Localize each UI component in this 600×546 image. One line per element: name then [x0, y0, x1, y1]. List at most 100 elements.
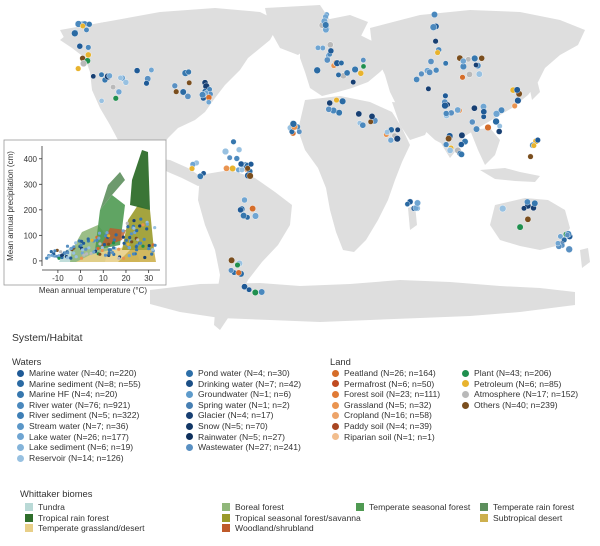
legend-item: Glacier (N=4; n=17) [186, 410, 301, 421]
biome-legend-col3: Temperate seasonal forest [356, 502, 470, 513]
map-sample-point [229, 165, 237, 172]
inset-sample-point [72, 251, 76, 255]
map-sample-point [527, 153, 534, 160]
inset-sample-point [114, 233, 118, 237]
legend-label: Tundra [38, 502, 65, 512]
map-sample-point [196, 172, 204, 180]
map-sample-point [432, 38, 439, 45]
map-sample-point [368, 113, 376, 120]
inset-sample-point [135, 229, 139, 233]
map-sample-point [355, 110, 363, 118]
map-sample-point [442, 92, 449, 99]
legend-item: Spring water (N=1; n=2) [186, 400, 301, 411]
inset-sample-point [134, 245, 138, 249]
africa-landmass [298, 96, 410, 252]
land-title: Land [330, 356, 351, 367]
map-sample-point [75, 65, 82, 72]
inset-sample-point [139, 217, 143, 221]
legend-marker [462, 390, 469, 398]
legend-marker [17, 422, 24, 430]
inset-sample-point [141, 223, 145, 227]
inset-sample-point [81, 248, 85, 252]
inset-sample-point [145, 222, 149, 226]
legend-label: Tropical seasonal forest/savanna [235, 512, 361, 523]
inset-sample-point [130, 240, 134, 244]
inset-sample-point [74, 241, 78, 245]
map-sample-point [454, 106, 462, 114]
legend-label: Rainwater (N=5; n=27) [198, 431, 285, 442]
map-sample-point [249, 205, 257, 213]
inset-sample-point [129, 232, 133, 236]
legend-marker [186, 422, 193, 430]
inset-sample-point [98, 252, 102, 256]
inset-sample-point [90, 238, 94, 242]
legend-marker [332, 380, 339, 388]
legend-item: Snow (N=5; n=70) [186, 421, 301, 432]
map-sample-point [555, 240, 561, 247]
map-sample-point [531, 199, 539, 207]
legend-swatch [480, 503, 488, 512]
map-sample-point [237, 206, 244, 214]
map-sample-point [85, 51, 92, 59]
legend-swatch [222, 503, 230, 512]
inset-sample-point [80, 239, 84, 243]
map-sample-point [351, 65, 359, 73]
legend-marker [186, 433, 193, 441]
inset-sample-point [127, 254, 131, 258]
map-sample-point [496, 128, 503, 135]
biome-legend-col4: Temperate rain forest Subtropical desert [480, 502, 574, 523]
land-legend: Peatland (N=26; n=164) Permafrost (N=6; n… [332, 368, 440, 442]
map-sample-point [98, 71, 105, 78]
legend-label: Boreal forest [235, 502, 284, 512]
uk-landmass [306, 50, 316, 66]
inset-sample-point [112, 246, 116, 250]
inset-sample-point [65, 256, 69, 260]
map-sample-point [80, 60, 88, 68]
map-sample-point [221, 147, 229, 155]
inset-sample-point [126, 242, 130, 246]
map-sample-point [233, 155, 240, 162]
legend-item: Pond water (N=4; n=30) [186, 368, 301, 379]
map-sample-point [76, 43, 84, 50]
inset-x-tick-label: -10 [52, 274, 64, 283]
map-sample-point [484, 123, 492, 131]
legend-swatch [25, 503, 33, 512]
map-sample-point [469, 118, 476, 126]
inset-sample-point [57, 256, 61, 260]
legend-marker [462, 401, 469, 409]
other-legend: Plant (N=43; n=206) Petroleum (N=6; n=85)… [462, 368, 578, 410]
inset-sample-point [107, 234, 111, 238]
inset-y-tick-label: 400 [24, 155, 38, 164]
legend-marker [17, 454, 24, 462]
legend-item: Grassland (N=5; n=32) [332, 400, 440, 411]
map-sample-point [115, 88, 123, 96]
map-sample-point [350, 79, 357, 86]
inset-sample-point [47, 255, 51, 259]
inset-y-label: Mean annual precipitation (cm) [6, 151, 15, 261]
inset-sample-point [126, 225, 130, 229]
map-sample-point [186, 79, 193, 86]
map-sample-point [531, 142, 537, 149]
inset-sample-point [122, 241, 126, 245]
map-sample-point [514, 97, 522, 105]
legend-item: Groundwater (N=1; n=6) [186, 389, 301, 400]
north-america-landmass [60, 8, 280, 160]
inset-sample-point [127, 246, 131, 250]
map-sample-point [427, 58, 435, 65]
inset-sample-point [132, 226, 136, 230]
legend-label: Permafrost (N=6; n=50) [344, 378, 435, 389]
map-sample-point [85, 44, 92, 51]
map-sample-point [241, 283, 248, 291]
sample-points [71, 11, 573, 296]
map-sample-point [319, 45, 326, 51]
map-sample-point [106, 72, 113, 79]
map-sample-point [244, 165, 251, 172]
legend-swatch [480, 513, 488, 522]
biome-tropical-rain-forest [130, 150, 150, 210]
legend-marker [332, 390, 339, 398]
biome-legend-col1: Tundra Tropical rain forest Temperate gras… [25, 502, 145, 534]
inset-sample-point [84, 247, 88, 251]
legend-item: Temperate grassland/desert [25, 523, 145, 534]
inset-sample-point [117, 256, 121, 260]
